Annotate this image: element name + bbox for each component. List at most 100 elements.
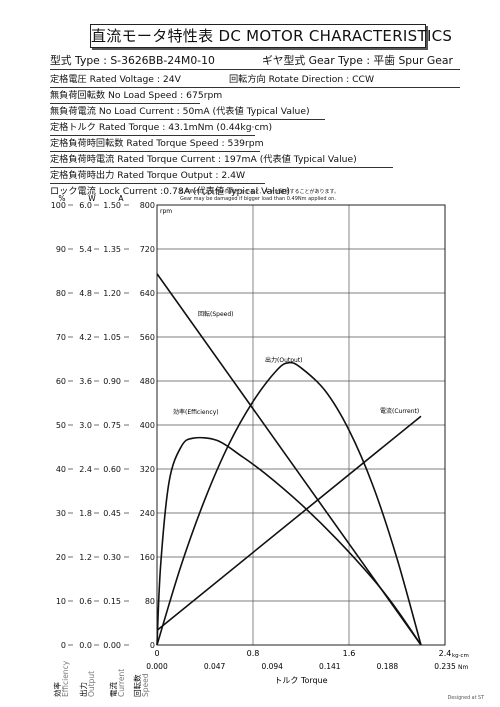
current-axis-title-en: Current [117,669,126,697]
warning-ja: 0.49Nm以上大きい負荷がかかると、ギヤが破損することがあります。 [180,188,339,195]
divider [50,135,255,136]
efficiency-tick-label: 80 [56,289,66,298]
speed-tick-label: 0 [150,641,155,650]
speed-unit: rpm [160,208,172,215]
speed-tick-label: 160 [140,553,155,562]
torque-nm-tick-label: 0.235 [434,662,456,671]
divider [50,183,265,184]
torque-kgcm-tick-label: 0.8 [247,649,260,658]
output-tick-label: 4.8 [79,289,92,298]
speed-curve-label: 回転(Speed) [198,310,234,318]
divider [50,151,260,152]
output-tick-label: 3.0 [79,421,92,430]
efficiency-unit: % [58,194,65,203]
speed-tick-label: 400 [140,421,155,430]
spec-rated-torque: 定格トルク Rated Torque : 43.1mNm (0.44kg·cm) [50,122,273,133]
current-tick-label: 0.15 [103,597,121,606]
output-tick-label: 4.2 [79,333,92,342]
output-axis-title-en: Output [87,671,96,697]
efficiency-curve [156,436,422,646]
output-tick-label: 3.6 [79,377,92,386]
output-tick-label: 1.8 [79,509,92,518]
efficiency-axis-title-en: Efficiency [61,660,70,697]
current-unit: A [118,194,124,203]
torque-nm-tick-label: 0.141 [319,662,341,671]
output-axis-title-ja: 出力 [78,682,88,697]
speed-tick-label: 80 [145,597,155,606]
spec-no-load-current: 無負荷電流 No Load Current : 50mA (代表値 Typica… [50,106,310,117]
efficiency-axis-title-ja: 効率 [52,682,62,697]
speed-tick-label: 640 [140,289,155,298]
output-tick-label: 5.4 [79,245,92,254]
efficiency-tick-label: 60 [56,377,66,386]
current-axis-title-ja: 電流 [108,682,118,697]
efficiency-tick-label: 30 [56,509,66,518]
footer-note: Designed at ST [447,696,484,701]
current-tick-label: 0.60 [103,465,121,474]
output-tick-label: 0.6 [79,597,92,606]
output-axis-title: 出力 Output [78,671,96,697]
current-tick-label: 0.90 [103,377,121,386]
torque-nm-tick-label: 0.000 [146,662,168,671]
torque-kgcm-unit: kg·cm [452,653,469,659]
spec-no-load-speed: 無負荷回転数 No Load Speed : 675rpm [50,90,223,101]
torque-kgcm-tick-label: 1.6 [343,649,356,658]
spec-rated-voltage: 定格電圧 Rated Voltage : 24V [50,74,181,85]
spec-lock-current: ロック電流 Lock Current :0.78A (代表値 Typical V… [50,186,290,197]
efficiency-tick-label: 0 [61,641,66,650]
torque-nm-tick-label: 0.047 [204,662,226,671]
chart-axes: 10090807060504030201006.05.44.84.23.63.0… [51,194,469,697]
efficiency-tick-label: 70 [56,333,66,342]
chart-grid [156,204,446,646]
spec-gear-type: ギヤ型式 Gear Type : 平歯 Spur Gear [262,54,453,67]
chart-labels: 0.49Nm以上大きい負荷がかかると、ギヤが破損することがあります。Gear m… [173,188,419,416]
divider [50,119,325,120]
current-tick-label: 1.20 [103,289,121,298]
efficiency-tick-label: 40 [56,465,66,474]
speed-tick-label: 560 [140,333,155,342]
speed-tick-label: 800 [140,201,155,210]
speed-tick-label: 720 [140,245,155,254]
speed-axis-title-ja: 回転数 [132,674,142,697]
current-tick-label: 1.05 [103,333,121,342]
torque-nm-tick-label: 0.094 [261,662,283,671]
current-tick-label: 1.50 [103,201,121,210]
output-tick-label: 1.2 [79,553,92,562]
output-unit: W [88,194,96,203]
efficiency-axis-title: 効率 Efficiency [52,660,70,697]
spec-rated-torque-speed: 定格負荷時回転数 Rated Torque Speed : 539rpm [50,138,264,149]
current-axis-title: 電流 Current [108,669,126,697]
current-tick-label: 0.00 [103,641,121,650]
speed-axis-title-en: Speed [141,673,150,697]
speed-tick-label: 320 [140,465,155,474]
output-tick-label: 6.0 [79,201,92,210]
torque-nm-tick-label: 0.188 [377,662,399,671]
warning-en: Gear may be damaged if bigger load than … [180,196,336,202]
output-curve-label: 出力(Output) [265,356,303,364]
efficiency-curve-label: 効率(Efficiency) [173,408,219,416]
speed-tick-label: 480 [140,377,155,386]
spec-rated-torque-output: 定格負荷時出力 Rated Torque Output : 2.4W [50,170,246,181]
output-curve [156,361,422,646]
spec-rated-torque-current: 定格負荷時電流 Rated Torque Current : 197mA (代表… [50,154,357,165]
divider [50,103,200,104]
chart-curves [156,273,422,646]
torque-kgcm-tick-label: 2.4 [439,649,452,658]
current-curve-label: 電流(Current) [380,407,419,415]
divider [50,87,460,88]
efficiency-tick-label: 90 [56,245,66,254]
current-tick-label: 0.45 [103,509,121,518]
torque-nm-unit: Nm [458,664,468,671]
plot-frame [156,204,446,646]
speed-axis-title: 回転数 Speed [132,673,150,697]
current-tick-label: 0.75 [103,421,121,430]
torque-kgcm-tick-label: 0 [154,649,159,658]
page-title: 直流モータ特性表 DC MOTOR CHARACTERISTICS [90,24,452,48]
current-tick-label: 1.35 [103,245,121,254]
efficiency-tick-label: 100 [51,201,66,210]
speed-tick-label: 240 [140,509,155,518]
spec-model: 型式 Type : S-3626BB-24M0-10 [50,54,215,67]
efficiency-tick-label: 10 [56,597,66,606]
output-tick-label: 2.4 [79,465,92,474]
